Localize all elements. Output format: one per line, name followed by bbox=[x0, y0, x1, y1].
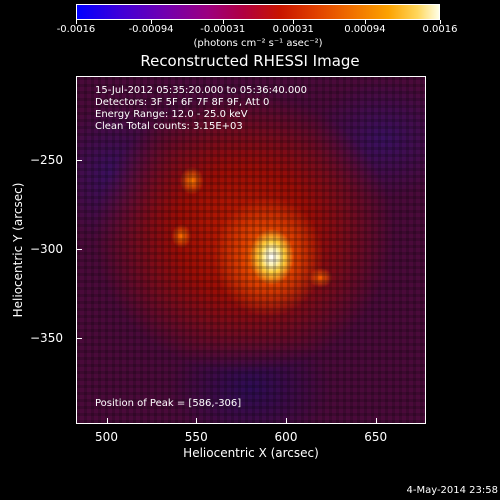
x-axis-label: Heliocentric X (arcsec) bbox=[183, 446, 319, 460]
colorbar-tick-label: 0.0016 bbox=[422, 24, 458, 35]
x-tick-mark bbox=[375, 418, 377, 424]
y-axis-label: Heliocentric Y (arcsec) bbox=[11, 182, 25, 318]
x-tick-label: 600 bbox=[274, 430, 298, 444]
peak-position-label: Position of Peak = [586,-306] bbox=[95, 398, 242, 409]
y-tick-mark bbox=[76, 249, 82, 251]
colorbar bbox=[76, 4, 440, 20]
heatmap-image: 15-Jul-2012 05:35:20.000 to 05:36:40.000… bbox=[76, 76, 426, 424]
info-line-energy: Energy Range: 12.0 - 25.0 keV bbox=[95, 109, 248, 120]
y-tick-label: −350 bbox=[30, 331, 63, 346]
colorbar-tick-mark bbox=[293, 20, 295, 24]
colorbar-tick-mark bbox=[364, 20, 366, 24]
y-tick-mark bbox=[76, 159, 82, 161]
colorbar-tick-label: -0.00094 bbox=[128, 24, 174, 35]
x-tick-mark bbox=[196, 418, 198, 424]
colorbar-tick-mark bbox=[76, 20, 77, 24]
colorbar-tick-label: -0.00031 bbox=[200, 24, 246, 35]
chart-title: Reconstructed RHESSI Image bbox=[140, 52, 360, 70]
y-tick-label: −300 bbox=[30, 242, 63, 257]
x-tick-mark bbox=[286, 418, 287, 424]
footer-date: 4-May-2014 23:58 bbox=[406, 485, 498, 496]
colorbar-units: (photons cm⁻² s⁻¹ asec⁻²) bbox=[193, 38, 323, 49]
y-tick-label: −250 bbox=[30, 152, 63, 167]
colorbar-tick-label: -0.0016 bbox=[56, 24, 96, 35]
colorbar-tick-mark bbox=[440, 20, 441, 24]
x-tick-label: 550 bbox=[184, 430, 208, 444]
colorbar-tick-mark bbox=[222, 20, 224, 24]
info-line-time: 15-Jul-2012 05:35:20.000 to 05:36:40.000 bbox=[95, 85, 307, 96]
colorbar-tick-label: 0.00094 bbox=[344, 24, 386, 35]
colorbar-tick-mark bbox=[151, 20, 153, 24]
x-tick-label: 500 bbox=[95, 430, 118, 444]
x-tick-label: 650 bbox=[364, 430, 388, 444]
colorbar-tick-label: 0.00031 bbox=[272, 24, 314, 35]
info-line-detectors: Detectors: 3F 5F 6F 7F 8F 9F, Att 0 bbox=[95, 97, 270, 108]
info-line-counts: Clean Total counts: 3.15E+03 bbox=[95, 121, 243, 132]
x-tick-mark bbox=[106, 418, 108, 424]
y-tick-mark bbox=[76, 338, 82, 340]
